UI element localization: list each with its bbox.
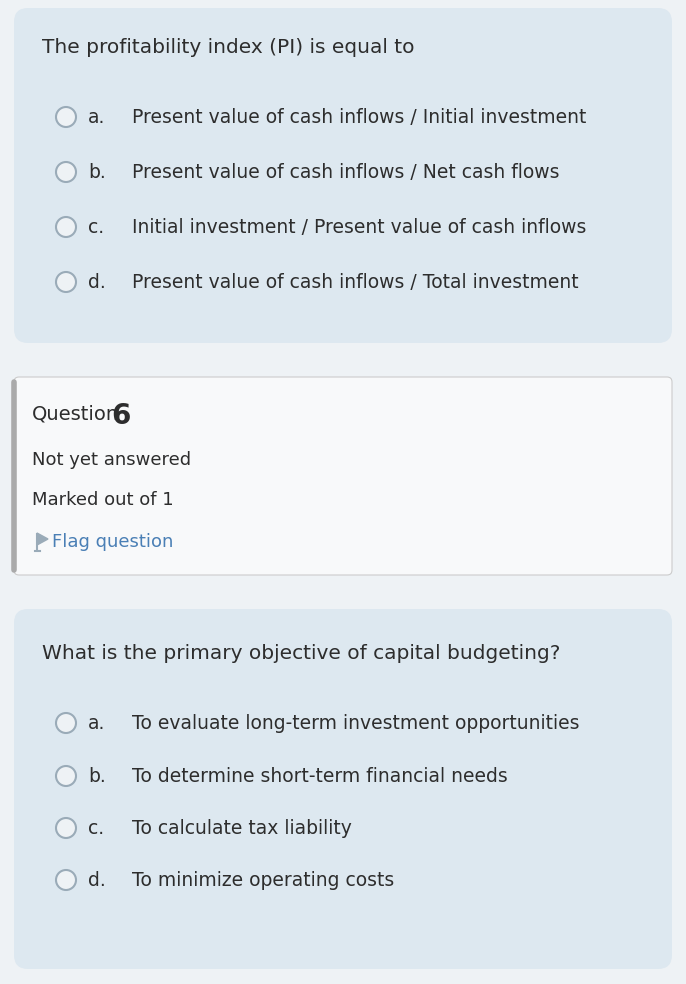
Circle shape bbox=[56, 870, 76, 890]
Text: The profitability index (PI) is equal to: The profitability index (PI) is equal to bbox=[42, 38, 414, 57]
Text: a.: a. bbox=[88, 714, 106, 733]
Text: b.: b. bbox=[88, 163, 106, 182]
Circle shape bbox=[56, 766, 76, 786]
Text: d.: d. bbox=[88, 871, 106, 890]
FancyBboxPatch shape bbox=[14, 609, 672, 969]
Text: Present value of cash inflows / Total investment: Present value of cash inflows / Total in… bbox=[132, 273, 578, 292]
Text: To determine short-term financial needs: To determine short-term financial needs bbox=[132, 767, 508, 786]
Text: To evaluate long-term investment opportunities: To evaluate long-term investment opportu… bbox=[132, 714, 580, 733]
Text: Marked out of 1: Marked out of 1 bbox=[32, 491, 174, 509]
Circle shape bbox=[56, 272, 76, 292]
Circle shape bbox=[56, 713, 76, 733]
Text: Flag question: Flag question bbox=[52, 533, 174, 551]
Text: d.: d. bbox=[88, 273, 106, 292]
FancyBboxPatch shape bbox=[14, 377, 672, 575]
Text: Present value of cash inflows / Net cash flows: Present value of cash inflows / Net cash… bbox=[132, 163, 560, 182]
Text: Present value of cash inflows / Initial investment: Present value of cash inflows / Initial … bbox=[132, 108, 587, 127]
Text: Not yet answered: Not yet answered bbox=[32, 451, 191, 469]
Circle shape bbox=[56, 217, 76, 237]
Text: Initial investment / Present value of cash inflows: Initial investment / Present value of ca… bbox=[132, 218, 587, 237]
Text: c.: c. bbox=[88, 819, 104, 838]
Text: To calculate tax liability: To calculate tax liability bbox=[132, 819, 352, 838]
Text: What is the primary objective of capital budgeting?: What is the primary objective of capital… bbox=[42, 644, 560, 663]
Text: To minimize operating costs: To minimize operating costs bbox=[132, 871, 394, 890]
Text: a.: a. bbox=[88, 108, 106, 127]
Text: 6: 6 bbox=[111, 402, 130, 430]
Circle shape bbox=[56, 818, 76, 838]
Polygon shape bbox=[37, 533, 48, 545]
Text: b.: b. bbox=[88, 767, 106, 786]
Circle shape bbox=[56, 107, 76, 127]
Text: Question: Question bbox=[32, 405, 119, 424]
Circle shape bbox=[56, 162, 76, 182]
FancyBboxPatch shape bbox=[14, 8, 672, 343]
Text: c.: c. bbox=[88, 218, 104, 237]
